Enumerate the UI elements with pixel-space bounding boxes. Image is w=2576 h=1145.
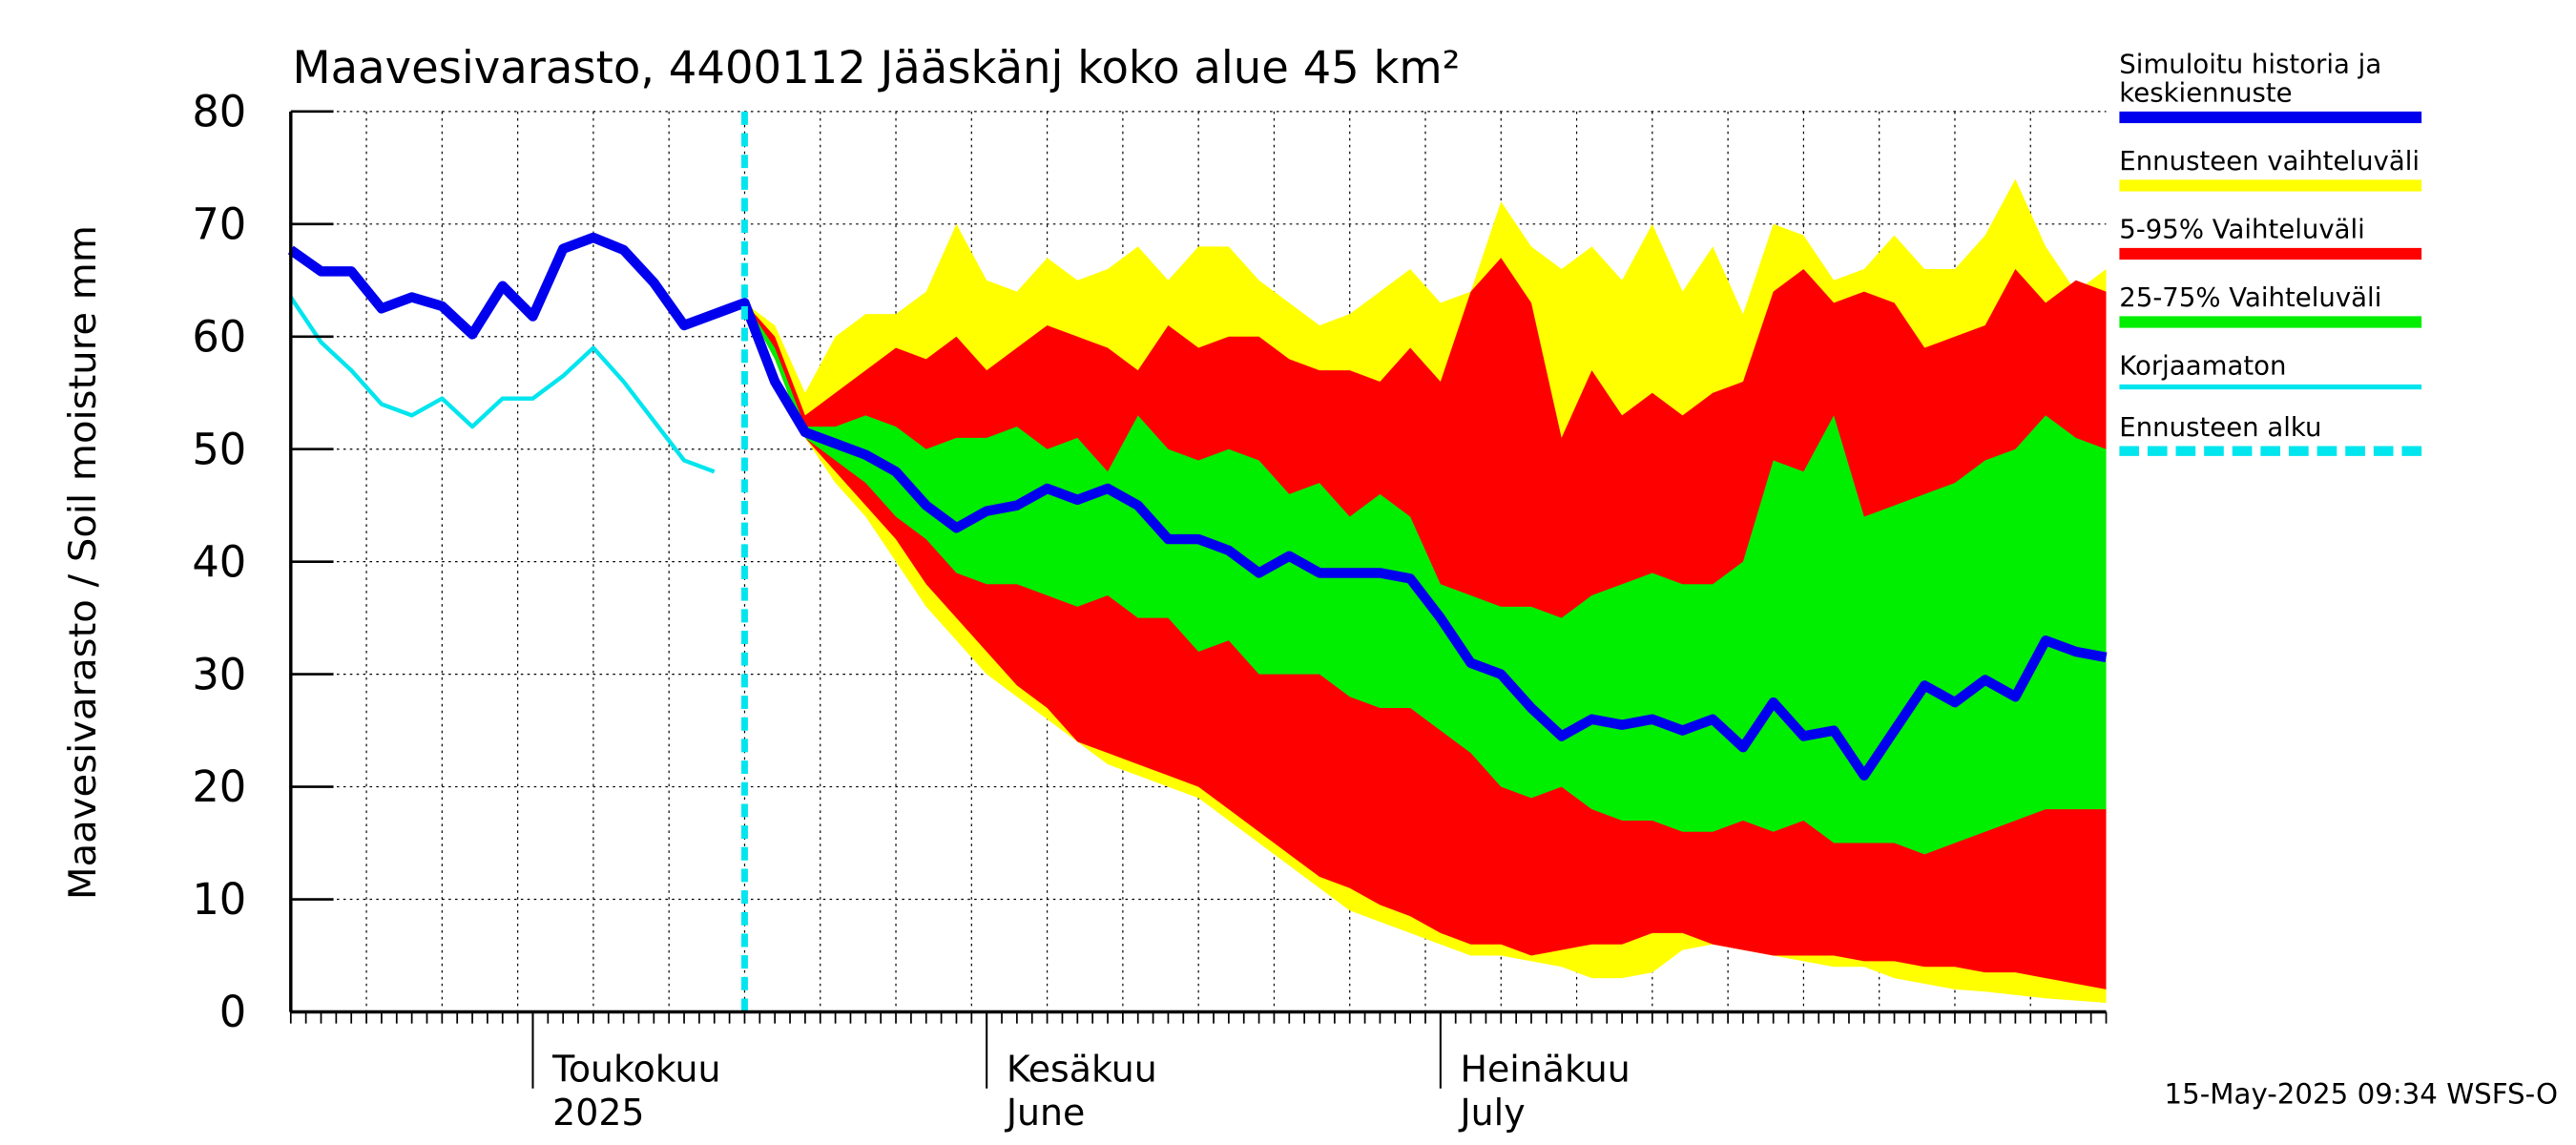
legend-swatch: [2119, 446, 2422, 456]
legend-swatch: [2119, 384, 2422, 390]
x-tick-label: Heinäkuu: [1461, 1048, 1631, 1090]
y-tick-label: 10: [192, 874, 246, 925]
y-tick-label: 50: [192, 424, 246, 474]
y-tick-label: 60: [192, 311, 246, 362]
y-axis-label: Maavesivarasto / Soil moisture mm: [61, 225, 105, 900]
x-tick-label-2: July: [1459, 1092, 1526, 1134]
legend-box: Simuloitu historia ja keskiennuste Ennust…: [2119, 50, 2563, 456]
line: [287, 232, 2108, 781]
legend: Simuloitu historia ja keskiennuste Ennust…: [2119, 50, 2563, 456]
legend-item: Ennusteen vaihteluväli: [2119, 144, 2563, 192]
chart-title: Maavesivarasto, 4400112 Jääskänj koko al…: [293, 43, 1461, 94]
legend-swatch: [2119, 316, 2422, 328]
x-tick-label-2: 2025: [552, 1092, 644, 1134]
legend-item: 5-95% Vaihteluväli: [2119, 215, 2563, 260]
legend-item: 25-75% Vaihteluväli: [2119, 283, 2563, 328]
y-tick-label: 70: [192, 198, 246, 249]
plot: [287, 111, 2108, 1012]
line: [289, 296, 716, 474]
legend-swatch: [2119, 179, 2422, 192]
legend-label: Ennusteen vaihteluväli: [2119, 144, 2420, 177]
y-tick-label: 30: [192, 649, 246, 699]
y-tick-label: 40: [192, 536, 246, 587]
legend-item: Korjaamaton: [2119, 349, 2563, 390]
x-tick-label: Toukokuu: [551, 1048, 720, 1090]
y-tick-label: 20: [192, 761, 246, 812]
legend-label: 5-95% Vaihteluväli: [2119, 213, 2365, 245]
footer: 15-May-2025 09:34 WSFS-O: [2164, 1077, 2558, 1110]
legend-swatch: [2119, 111, 2422, 124]
x-tick-label-2: June: [1005, 1092, 1085, 1134]
legend-item: Ennusteen alku: [2119, 413, 2563, 456]
x-tick-label: Kesäkuu: [1007, 1048, 1157, 1090]
y-tick-label: 0: [219, 987, 246, 1037]
legend-label: 25-75% Vaihteluväli: [2119, 281, 2382, 313]
legend-item: Simuloitu historia ja keskiennuste: [2119, 50, 2563, 124]
legend-label: Ennusteen alku: [2119, 410, 2322, 443]
legend-label: Simuloitu historia ja keskiennuste: [2119, 50, 2382, 109]
legend-label: Korjaamaton: [2119, 349, 2287, 382]
legend-swatch: [2119, 247, 2422, 260]
y-tick-label: 80: [192, 86, 246, 136]
